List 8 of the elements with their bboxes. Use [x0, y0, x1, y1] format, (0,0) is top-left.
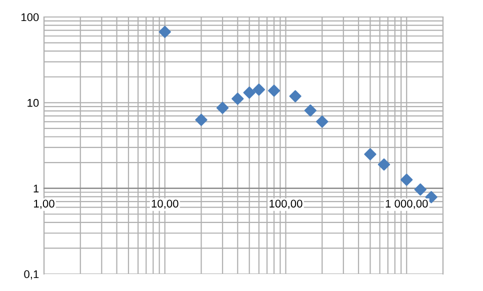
y-tick-label: 10	[28, 98, 39, 107]
y-tick-label: 0,1	[24, 270, 39, 280]
x-tick-label: 1,00	[34, 200, 54, 209]
x-tick-label: 1 000,00	[386, 200, 428, 209]
y-tick-label: 1	[34, 184, 39, 192]
x-tick-label: 10,00	[152, 200, 178, 209]
y-tick-label: 100	[21, 13, 39, 22]
x-tick-label: 100,00	[270, 200, 302, 209]
